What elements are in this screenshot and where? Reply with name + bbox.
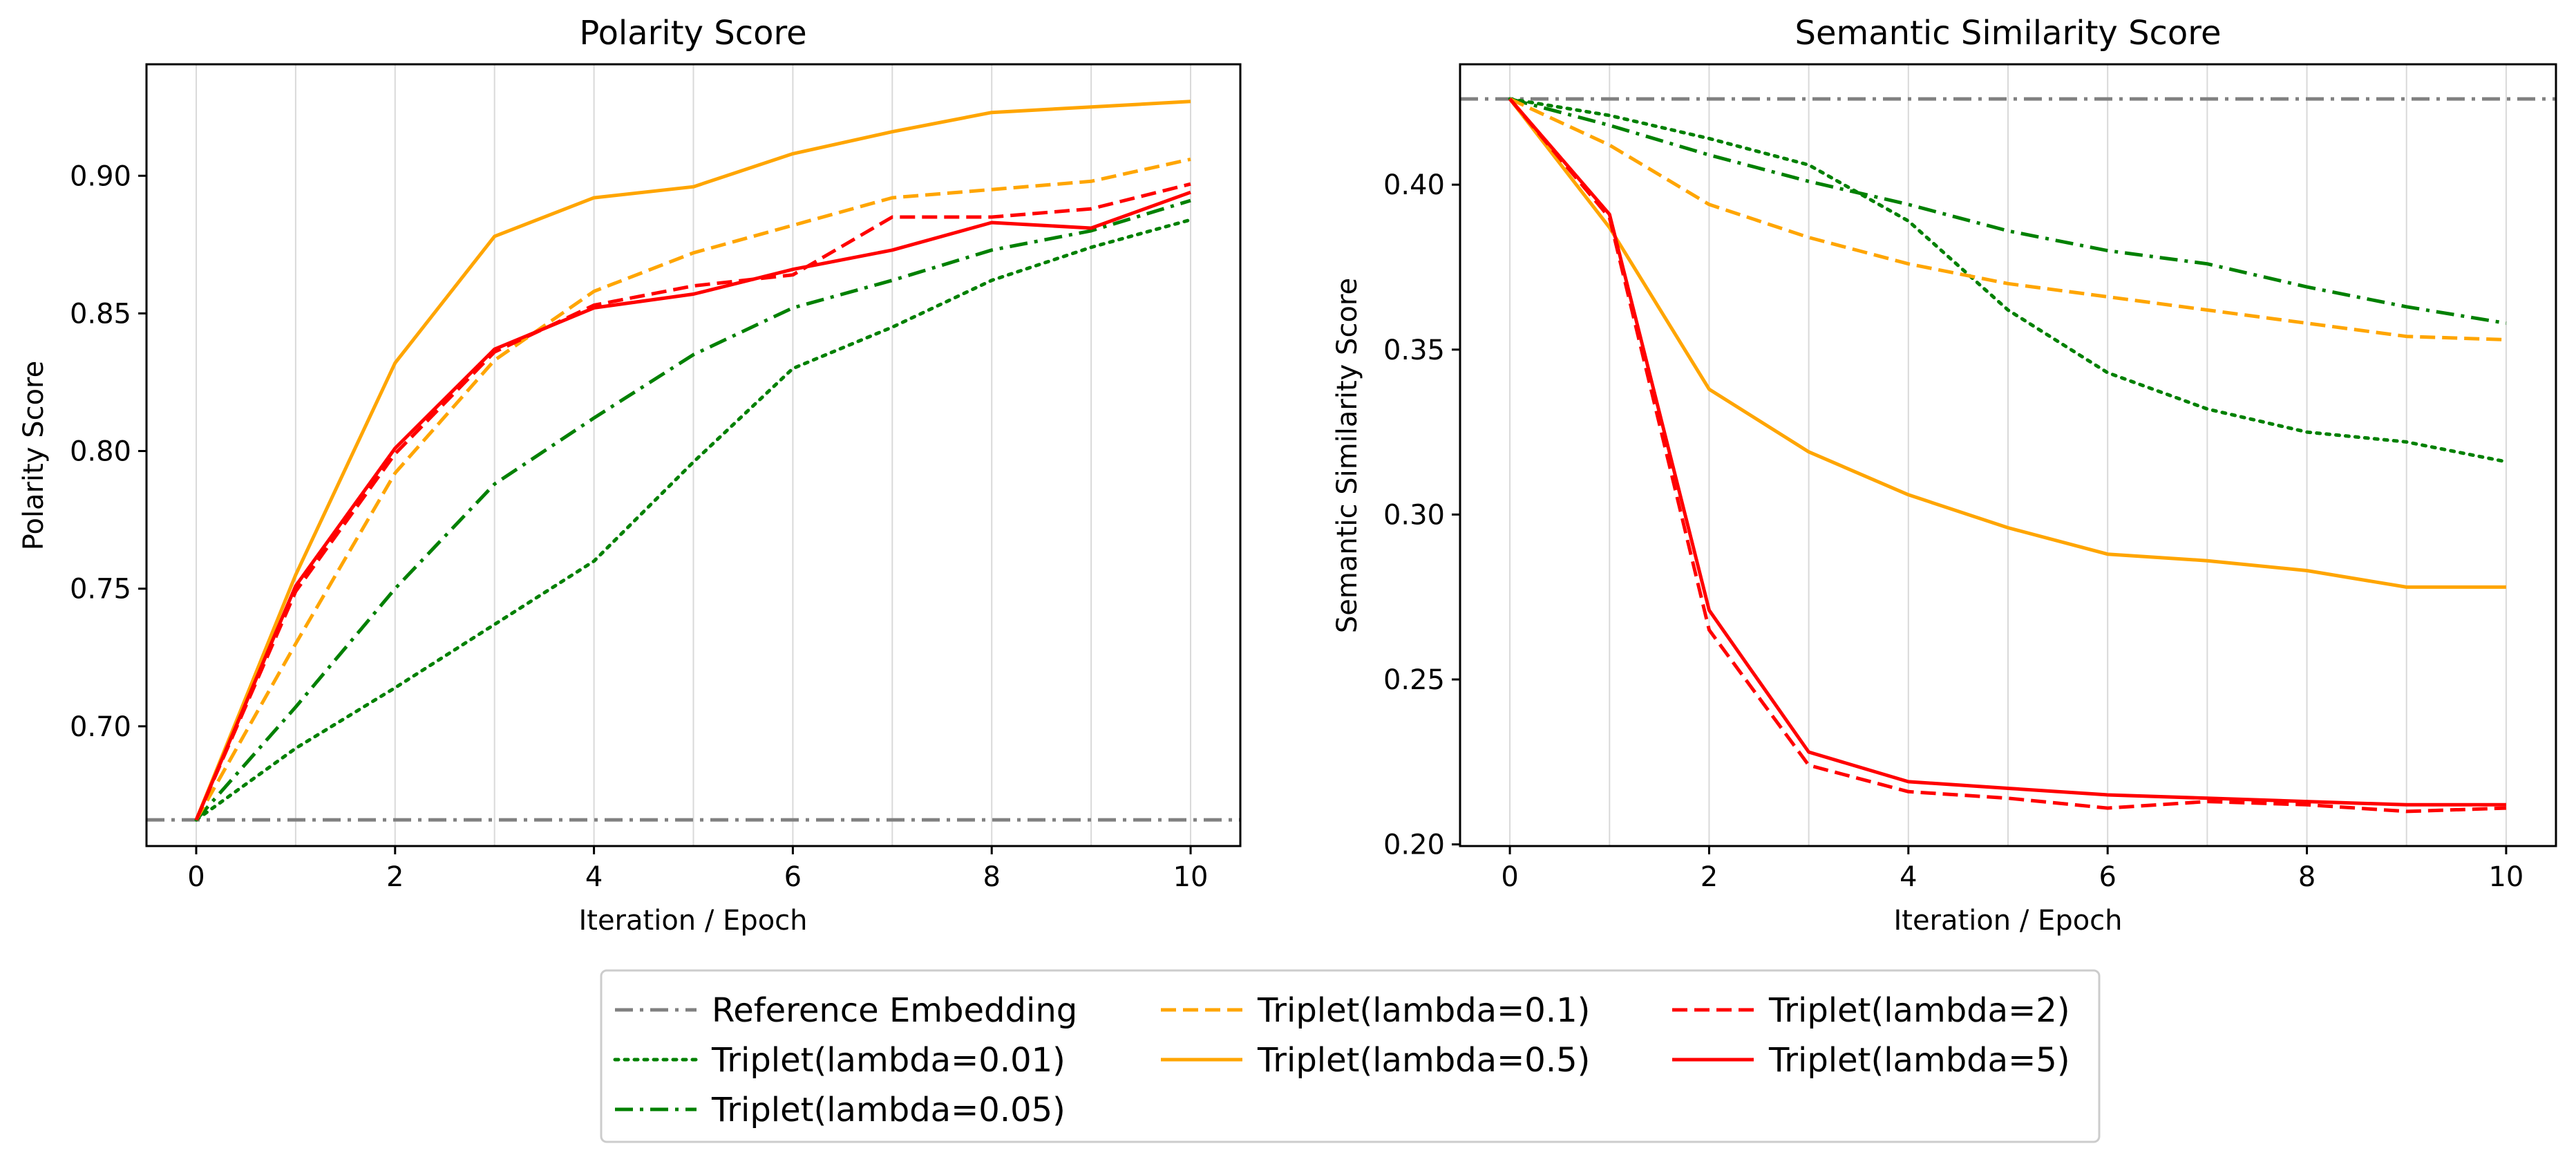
plot-area: 0 2 4 6 8 10 0.70 0.75 0.80 0.85 0.90 xyxy=(70,63,1242,893)
y-tick-label: 0.75 xyxy=(70,574,131,606)
x-tick-label: 0 xyxy=(1501,861,1518,893)
legend-label: Triplet(lambda=0.01) xyxy=(711,1041,1066,1080)
x-axis-label: Iteration / Epoch xyxy=(578,905,807,937)
legend-label: Triplet(lambda=5) xyxy=(1768,1041,2070,1080)
x-tick-label: 6 xyxy=(784,861,802,893)
legend-label: Reference Embedding xyxy=(712,991,1077,1030)
x-tick-label: 10 xyxy=(2488,861,2523,893)
series-line xyxy=(194,157,1191,821)
legend-label: Triplet(lambda=0.1) xyxy=(1257,991,1590,1030)
y-axis-label: Semantic Similarity Score xyxy=(1332,278,1363,633)
x-tick-label: 8 xyxy=(983,861,1001,893)
axes-frame xyxy=(1459,63,2557,847)
y-tick-label: 0.30 xyxy=(1383,499,1445,531)
chart-title: Semantic Similarity Score xyxy=(1794,14,2221,53)
chart-title: Polarity Score xyxy=(579,14,806,53)
x-axis-label: Iteration / Epoch xyxy=(1893,905,2122,937)
series-line xyxy=(1508,97,2506,814)
series-line xyxy=(1509,97,2506,341)
y-tick-label: 0.70 xyxy=(70,711,131,743)
series-line xyxy=(1508,97,2508,464)
x-tick-label: 2 xyxy=(1701,861,1718,893)
y-tick-label: 0.35 xyxy=(1383,335,1445,366)
series-line xyxy=(194,190,1191,821)
x-tick-label: 4 xyxy=(1900,861,1917,893)
x-tick-label: 2 xyxy=(386,861,404,893)
semantic-similarity-chart: Semantic Similarity Score 0 2 4 6 8 10 0.20 0.2… xyxy=(1332,14,2557,937)
polarity-chart: Polarity Score 0 2 4 6 8 10 0.70 0.75 0.80 0.85 0.… xyxy=(18,14,1242,937)
y-tick-label: 0.80 xyxy=(70,436,131,468)
y-tick-label: 0.40 xyxy=(1383,169,1445,201)
x-tick-label: 8 xyxy=(2298,861,2315,893)
series-line xyxy=(1508,97,2506,807)
legend-label: Triplet(lambda=0.05) xyxy=(711,1091,1066,1129)
y-tick-label: 0.20 xyxy=(1383,829,1445,861)
series-line xyxy=(194,100,1191,821)
legend-frame xyxy=(600,969,2101,1143)
series-line xyxy=(195,198,1191,821)
x-tick-label: 4 xyxy=(585,861,603,893)
y-tick-label: 0.85 xyxy=(70,298,131,330)
axes-frame xyxy=(145,63,1242,847)
y-tick-label: 0.90 xyxy=(70,160,131,192)
x-tick-label: 6 xyxy=(2099,861,2116,893)
x-tick-label: 10 xyxy=(1173,861,1209,893)
y-tick-label: 0.25 xyxy=(1383,664,1445,696)
x-tick-label: 0 xyxy=(187,861,205,893)
legend-items: Reference Embedding Triplet(lambda=0.01) T… xyxy=(613,991,2070,1129)
series-line xyxy=(1508,97,2506,589)
legend-label: Triplet(lambda=0.5) xyxy=(1257,1041,1590,1080)
legend-label: Triplet(lambda=2) xyxy=(1768,991,2070,1030)
plot-area: 0 2 4 6 8 10 0.20 0.25 0.30 0.35 0.40 xyxy=(1383,63,2557,893)
series-line xyxy=(194,182,1191,821)
series-line xyxy=(1509,97,2507,326)
legend: Reference Embedding Triplet(lambda=0.01) T… xyxy=(600,969,2101,1143)
y-axis-label: Polarity Score xyxy=(18,361,50,550)
